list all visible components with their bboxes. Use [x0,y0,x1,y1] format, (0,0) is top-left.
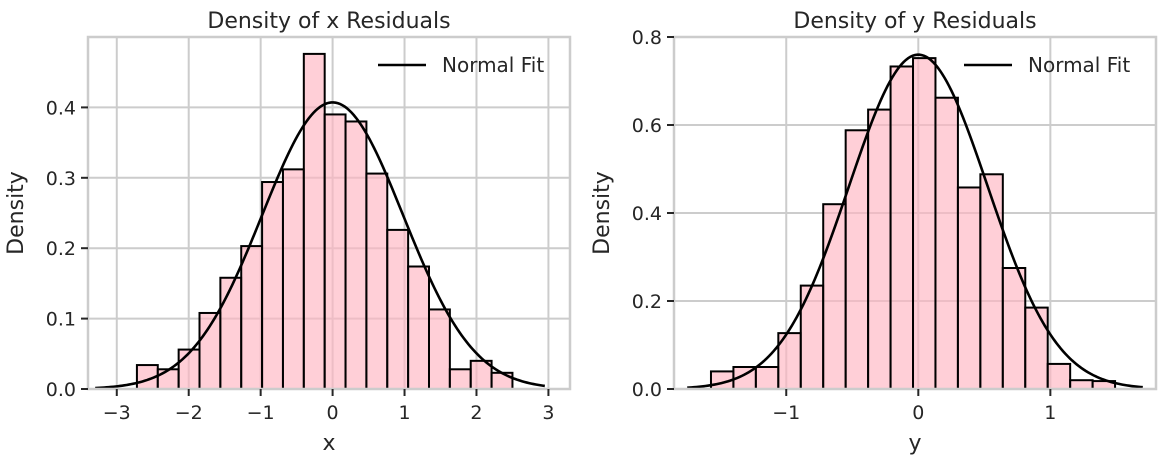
histogram-bar [323,113,347,390]
y-tick-label: 0.1 [46,309,76,331]
plot-frame [86,35,572,391]
x-tick-label: 2 [470,402,482,424]
histogram-bar [156,368,180,390]
histogram-bar [427,308,451,390]
histogram-bar [240,245,264,390]
y-tick-label: 0.8 [632,27,662,49]
histogram-bar [365,172,389,390]
y-tick-label: 0.0 [632,379,662,401]
histogram-bar [956,186,982,390]
chart-title: Density of y Residuals [793,9,1036,34]
x-tick-label: 0 [327,402,339,424]
histogram-bar [386,228,410,390]
y-tick-label: 0.0 [46,379,76,401]
histogram-bar [979,173,1004,390]
x-tick-label: 1 [1044,402,1056,424]
histogram-bar [407,265,430,390]
histogram-bar [1024,306,1049,391]
normal-fit-line [687,53,1143,390]
histogram-bar [261,181,284,390]
histogram-bar [219,276,243,391]
x-tick-label: −2 [175,402,203,424]
normal-fit-line [95,101,545,390]
legend: Normal Fit [378,53,544,77]
x-axis-label: y [908,431,921,456]
x-tick-label: 0 [912,402,924,424]
y-axis-label: Density [590,171,615,255]
chart-panel-y: 0.0 0.2 0.4 0.6 0.8 −1 0 1 Density of y Residual… [590,9,1158,456]
histogram-bar [934,96,959,390]
y-tick-label: 0.6 [632,115,662,137]
histogram-bar [889,65,915,390]
histogram-bar [844,129,870,390]
histogram-bar [302,52,326,391]
y-tick-label: 0.2 [46,238,76,260]
x-tick-label: 3 [542,402,554,424]
legend: Normal Fit [964,53,1130,77]
x-axis-label: x [322,431,335,456]
histogram-bar [754,366,780,390]
y-tick-label: 0.2 [632,291,662,313]
histogram-bar [912,57,937,391]
histogram-bar [177,348,201,390]
histogram-bar [1001,267,1027,390]
legend-label: Normal Fit [442,53,544,77]
x-tick-label: −3 [103,402,131,424]
y-tick-label: 0.4 [632,203,662,225]
y-tick-label: 0.3 [46,168,76,190]
chart-title: Density of x Residuals [207,9,450,34]
x-tick-label: −1 [772,402,800,424]
histogram-bar [867,108,892,390]
x-tick-label: −1 [247,402,275,424]
y-tick-label: 0.4 [46,97,76,119]
chart-panel-x: 0.0 0.1 0.2 0.3 0.4 −3 −2 −1 0 1 2 3 Density of x Re… [4,9,572,456]
histogram-bar [344,120,368,390]
y-axis-label: Density [4,171,29,255]
x-tick-label: 1 [398,402,410,424]
histogram-bar [1046,362,1072,391]
histogram-bar [448,368,472,390]
histogram-bar [281,168,305,390]
histogram-bar [1069,379,1094,391]
legend-label: Normal Fit [1028,53,1130,77]
